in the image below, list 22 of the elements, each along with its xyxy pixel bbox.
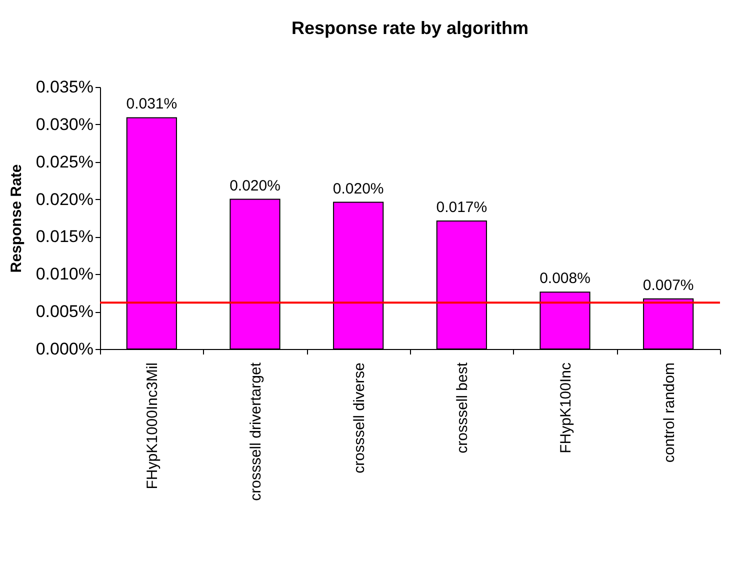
y-tick-label: 0.005% [36, 302, 94, 322]
x-tick-label: crosssell drivertarget [248, 362, 264, 501]
data-label: 0.020% [230, 177, 280, 194]
data-label: 0.020% [332, 180, 384, 198]
y-axis-title: Response Rate [8, 164, 25, 273]
y-tick-label: 0.010% [36, 264, 94, 284]
y-tick-label: 0.025% [36, 152, 94, 172]
y-tick-label: 0.020% [36, 190, 94, 209]
y-tick-label: 0.000% [36, 340, 94, 358]
y-tick-label: 0.015% [36, 227, 94, 246]
data-label: 0.008% [540, 270, 590, 288]
x-tick-label: FHypK100Inc [558, 362, 574, 454]
data-label: 0.031% [126, 96, 178, 113]
data-label: 0.017% [436, 198, 488, 216]
y-tick-label: 0.030% [36, 114, 94, 134]
y-tick-label: 0.035% [36, 78, 94, 96]
chart-title: Response rate by algorithm [291, 18, 529, 38]
x-tick-label: crosssell best [454, 362, 472, 454]
x-tick-label: control random [660, 362, 678, 463]
x-tick-label: crosssell diverse [350, 362, 368, 474]
data-label: 0.007% [642, 276, 694, 294]
x-tick-label: FHypK1000Inc3Mil [144, 362, 162, 490]
